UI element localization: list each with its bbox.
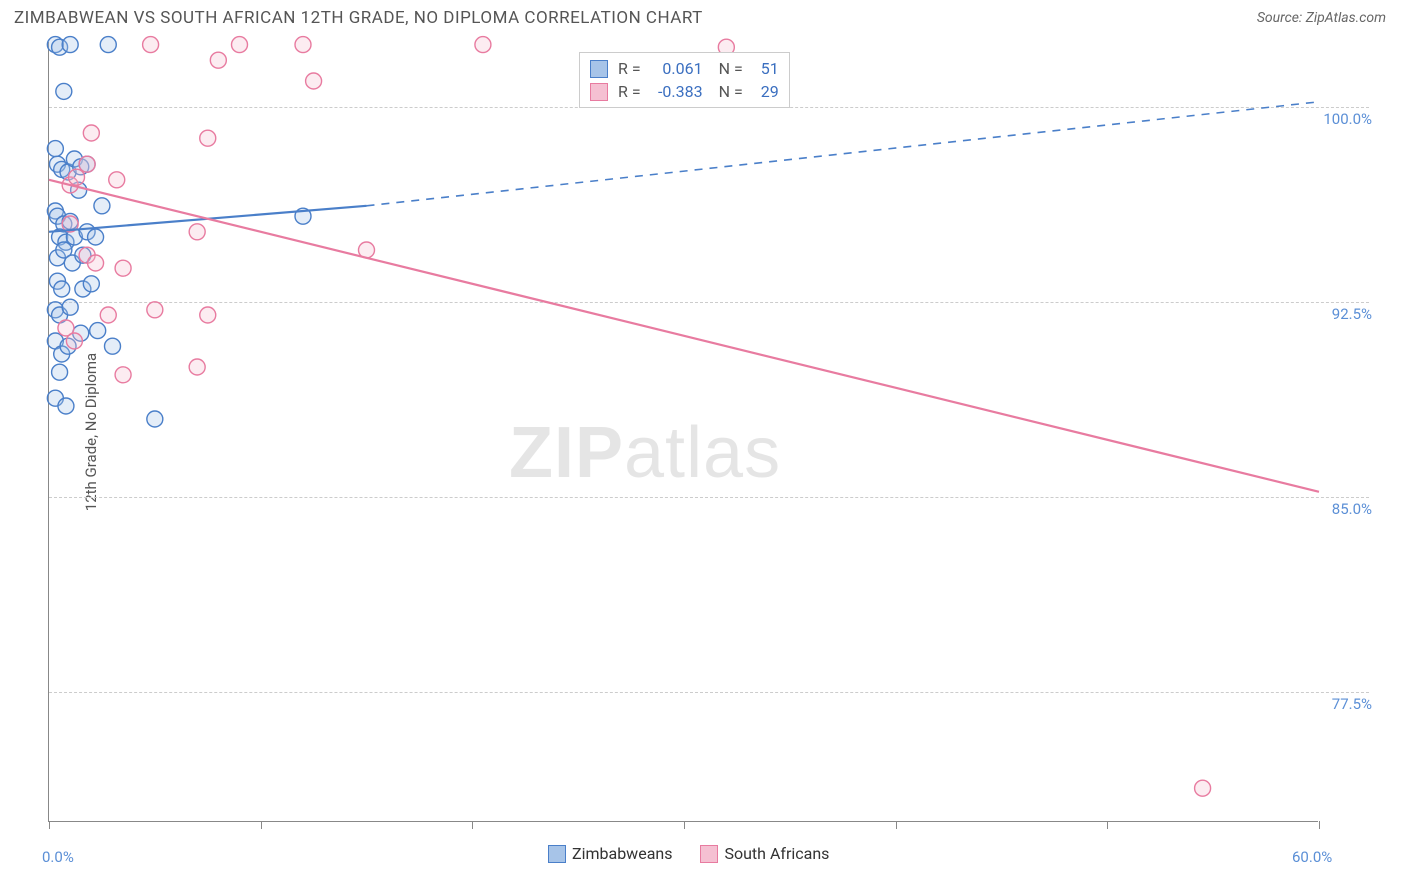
y-tick-label: 100.0%	[1322, 110, 1372, 128]
legend-stat-row: R = -0.383 N = 29	[590, 80, 779, 103]
r-label: R =	[618, 82, 641, 101]
scatter-point	[475, 37, 491, 53]
chart-title: ZIMBABWEAN VS SOUTH AFRICAN 12TH GRADE, …	[14, 8, 703, 28]
scatter-point	[189, 224, 205, 240]
n-label: N =	[719, 82, 743, 101]
scatter-point	[200, 130, 216, 146]
scatter-point	[58, 398, 74, 414]
legend-swatch	[590, 60, 608, 78]
regression-line-dash	[367, 102, 1320, 206]
scatter-point	[88, 255, 104, 271]
source-label: Source: ZipAtlas.com	[1257, 10, 1386, 26]
x-tick	[1107, 821, 1108, 829]
y-tick-label: 92.5%	[1322, 305, 1372, 323]
legend-bottom: Zimbabweans South Africans	[548, 844, 829, 863]
n-value: 29	[749, 82, 779, 101]
scatter-point	[79, 156, 95, 172]
scatter-point	[94, 198, 110, 214]
regression-line	[49, 180, 1319, 492]
x-tick	[896, 821, 897, 829]
scatter-point	[295, 37, 311, 53]
scatter-point	[56, 83, 72, 99]
n-label: N =	[719, 59, 743, 78]
r-value: 0.061	[647, 59, 703, 78]
scatter-point	[54, 281, 70, 297]
scatter-point	[189, 359, 205, 375]
legend-item: Zimbabweans	[548, 844, 672, 863]
scatter-point	[90, 323, 106, 339]
scatter-point	[109, 172, 125, 188]
scatter-point	[115, 260, 131, 276]
scatter-point	[200, 307, 216, 323]
scatter-point	[105, 338, 121, 354]
x-tick	[49, 821, 50, 829]
scatter-point	[306, 73, 322, 89]
r-label: R =	[618, 59, 641, 78]
plot-area: ZIPatlas 77.5%85.0%92.5%100.0% R =0.061N…	[48, 42, 1318, 822]
scatter-point	[100, 307, 116, 323]
legend-swatch	[590, 83, 608, 101]
y-tick-label: 77.5%	[1322, 695, 1372, 713]
scatter-point	[115, 367, 131, 383]
scatter-point	[147, 302, 163, 318]
n-value: 51	[749, 59, 779, 78]
scatter-point	[52, 364, 68, 380]
x-tick	[472, 821, 473, 829]
x-tick	[1319, 821, 1320, 829]
scatter-point	[47, 141, 63, 157]
legend-label: Zimbabweans	[572, 844, 672, 863]
scatter-point	[1195, 780, 1211, 796]
scatter-point	[62, 37, 78, 53]
legend-stats-box: R = 0.061 N = 51 R = -0.383 N = 29	[579, 52, 790, 108]
scatter-svg	[49, 42, 1319, 822]
y-tick-label: 85.0%	[1322, 500, 1372, 518]
legend-label: South Africans	[724, 844, 829, 863]
scatter-point	[100, 37, 116, 53]
scatter-point	[232, 37, 248, 53]
legend-item: South Africans	[700, 844, 829, 863]
scatter-point	[66, 333, 82, 349]
scatter-point	[88, 229, 104, 245]
legend-stat-row: R = 0.061 N = 51	[590, 57, 779, 80]
legend-swatch	[548, 845, 566, 863]
legend-swatch	[700, 845, 718, 863]
scatter-point	[210, 52, 226, 68]
scatter-point	[83, 276, 99, 292]
chart-container: 12th Grade, No Diploma ZIPatlas 77.5%85.…	[48, 42, 1368, 822]
x-axis-min-label: 0.0%	[42, 848, 74, 866]
x-tick	[684, 821, 685, 829]
x-axis-max-label: 60.0%	[1292, 848, 1332, 866]
scatter-point	[69, 169, 85, 185]
r-value: -0.383	[647, 82, 703, 101]
scatter-point	[62, 299, 78, 315]
scatter-point	[147, 411, 163, 427]
x-tick	[261, 821, 262, 829]
scatter-point	[143, 37, 159, 53]
scatter-point	[83, 125, 99, 141]
